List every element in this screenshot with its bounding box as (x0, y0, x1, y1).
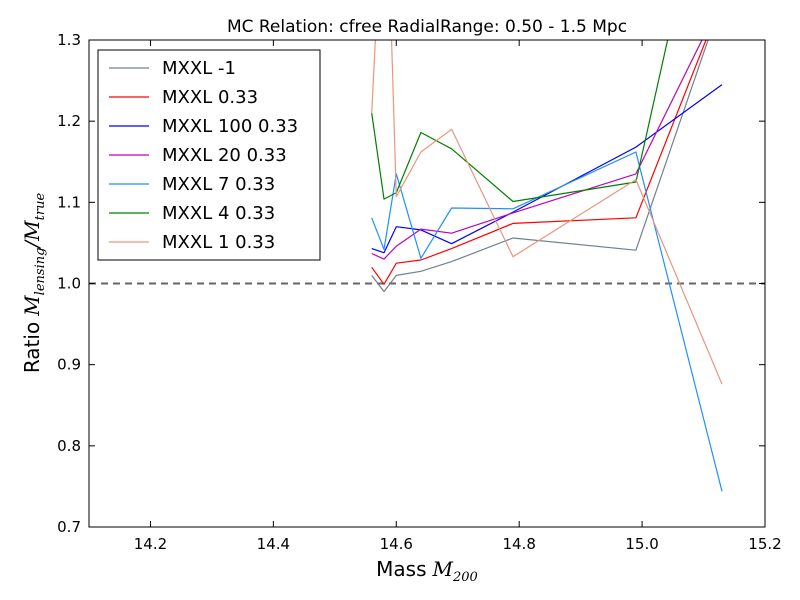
series-line-1 (371, 40, 707, 285)
y-axis-label-den-sub: true (33, 193, 48, 221)
x-axis-label: Mass M200 (376, 557, 478, 585)
x-tick-label: 14.6 (380, 535, 413, 553)
legend-label-4: MXXL 7 0.33 (162, 174, 275, 195)
x-axis-label-symbol: M (432, 557, 454, 581)
x-tick-label: 15.0 (625, 535, 658, 553)
y-axis-label-num-sub: lensing (33, 248, 48, 296)
y-axis-label-den: M (20, 220, 44, 242)
legend-label-6: MXXL 1 0.33 (162, 232, 275, 253)
x-tick-label: 14.4 (257, 535, 290, 553)
y-tick-label: 1.2 (57, 112, 81, 130)
legend-label-0: MXXL -1 (162, 58, 236, 79)
y-axis-label-num: M (20, 295, 44, 317)
series-line-2 (371, 84, 723, 254)
series-line-3 (371, 40, 703, 260)
y-tick-label: 1.3 (57, 31, 81, 49)
y-tick-label: 0.9 (57, 356, 81, 374)
legend-label-5: MXXL 4 0.33 (162, 203, 275, 224)
y-axis-label: RatioMlensing/Mtrue (20, 193, 48, 374)
y-tick-label: 0.8 (57, 437, 81, 455)
x-axis-label-subscript: 200 (452, 570, 478, 585)
legend-label-3: MXXL 20 0.33 (162, 145, 287, 166)
tick-layer: 14.2 14.4 14.6 14.8 15.0 15.2 0.7 0.8 0.9 1.0 1.1 1… (57, 31, 782, 553)
y-tick-label: 1.0 (57, 275, 81, 293)
x-axis-label-text: Mass (376, 557, 426, 581)
series-line-6 (371, 40, 723, 385)
x-tick-label: 14.8 (502, 535, 535, 553)
x-tick-label: 14.2 (134, 535, 167, 553)
legend: MXXL -1 MXXL 0.33 MXXL 100 0.33 MXXL 20 0.3… (97, 49, 321, 261)
y-axis-label-slash: / (20, 239, 44, 250)
chart-title: MC Relation: cfree RadialRange: 0.50 - 1… (227, 17, 627, 37)
series-layer (371, 40, 723, 492)
y-tick-label: 0.7 (57, 518, 81, 536)
x-tick-label: 15.2 (748, 535, 781, 553)
series-line-0 (371, 40, 709, 293)
y-tick-label: 1.1 (57, 193, 81, 211)
legend-label-1: MXXL 0.33 (162, 87, 258, 108)
legend-label-2: MXXL 100 0.33 (162, 116, 298, 137)
series-line-4 (371, 151, 723, 492)
y-axis-label-text: Ratio (20, 322, 44, 373)
